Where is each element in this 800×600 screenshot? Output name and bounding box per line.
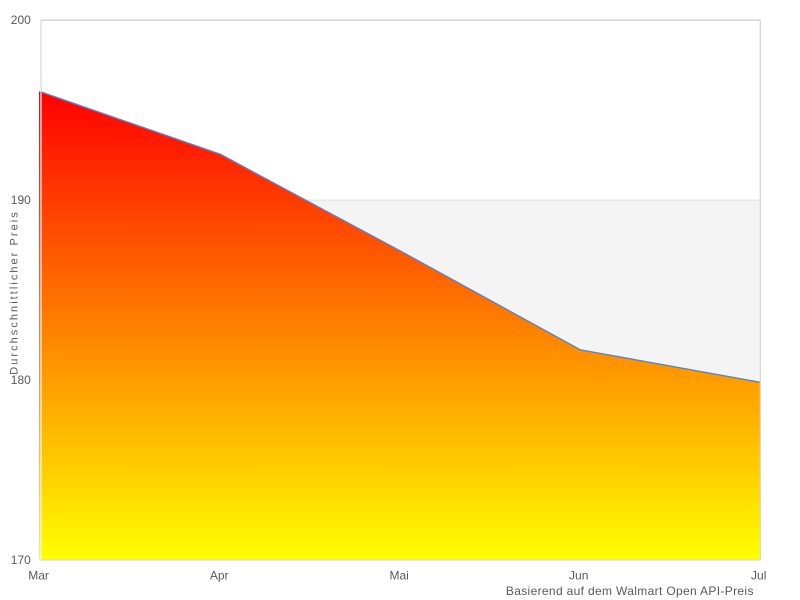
svg-text:Jul: Jul <box>751 568 766 582</box>
svg-text:190: 190 <box>11 193 31 207</box>
svg-text:Jun: Jun <box>569 568 588 582</box>
svg-text:Apr: Apr <box>210 568 229 582</box>
svg-text:170: 170 <box>11 553 31 567</box>
svg-text:Mai: Mai <box>390 568 409 582</box>
svg-text:Mar: Mar <box>28 568 49 582</box>
svg-text:180: 180 <box>11 373 31 387</box>
svg-text:200: 200 <box>11 13 31 27</box>
svg-text:Durchschnittlicher Preis: Durchschnittlicher Preis <box>8 210 20 375</box>
svg-text:Basierend auf dem Walmart Open: Basierend auf dem Walmart Open API-Preis <box>506 584 754 598</box>
